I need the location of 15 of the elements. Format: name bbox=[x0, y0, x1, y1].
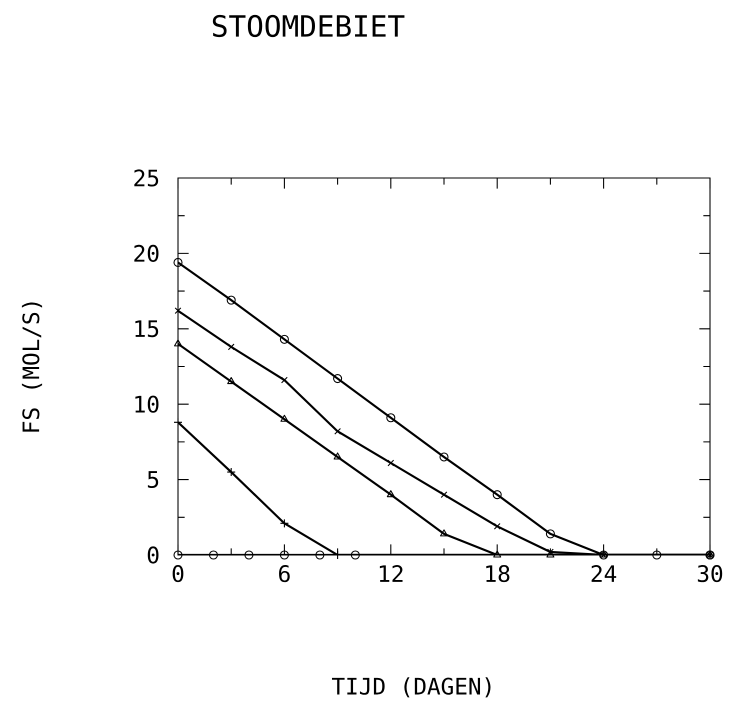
y-tick-label: 25 bbox=[134, 169, 158, 187]
x-tick-label: 18 bbox=[486, 565, 510, 582]
y-tick-label: 5 bbox=[148, 471, 158, 488]
y-tick-label: 15 bbox=[135, 320, 158, 338]
x-tick-label: 30 bbox=[698, 565, 722, 582]
y-tick-label: 20 bbox=[134, 244, 158, 262]
x-tick-label: 6 bbox=[279, 565, 290, 582]
x-tick-label: 0 bbox=[172, 565, 184, 582]
chart-title: STOOMDEBIET bbox=[212, 14, 404, 38]
y-axis-title: FS (MOL/S) bbox=[22, 302, 42, 432]
x-tick-label: 12 bbox=[380, 565, 403, 582]
x-axis-title: TIJD (DAGEN) bbox=[332, 677, 490, 698]
y-tick-label: 0 bbox=[148, 546, 158, 564]
x-tick-label: 24 bbox=[592, 565, 616, 582]
y-tick-label: 10 bbox=[135, 396, 158, 413]
